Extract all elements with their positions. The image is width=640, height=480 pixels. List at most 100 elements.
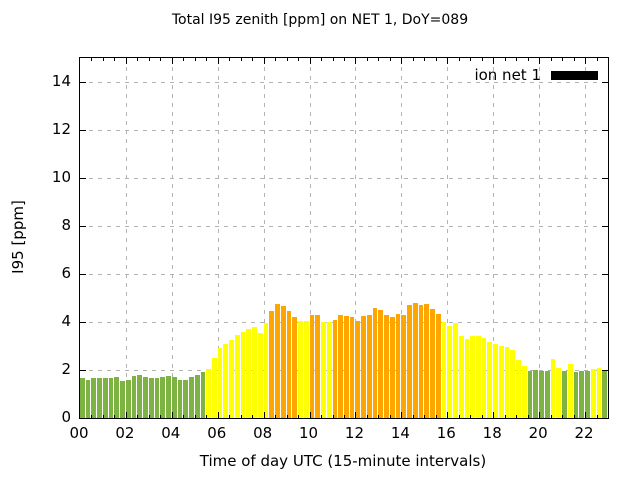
x-tick-mark <box>539 58 541 64</box>
bar <box>234 335 240 418</box>
x-tick-mark <box>160 58 162 61</box>
bar <box>458 336 464 418</box>
x-tick-mark <box>401 412 403 418</box>
y-tick-mark <box>602 274 608 275</box>
y-tick-mark <box>80 226 86 227</box>
bar <box>246 329 252 418</box>
bar <box>481 338 487 418</box>
x-tick-mark <box>481 415 483 418</box>
x-tick-mark <box>240 58 242 61</box>
x-tick-mark <box>573 58 575 61</box>
x-tick-mark <box>596 415 598 418</box>
bar <box>487 342 493 418</box>
bar <box>212 358 217 418</box>
x-tick-mark <box>504 415 506 418</box>
bar <box>315 315 321 418</box>
bar <box>539 371 544 418</box>
y-tick-label: 0 <box>61 408 71 426</box>
bar <box>510 350 516 418</box>
y-tick-label: 10 <box>51 168 71 186</box>
x-tick-mark <box>298 415 300 418</box>
bar <box>516 360 521 418</box>
bar <box>550 359 556 418</box>
x-tick-mark <box>206 58 208 61</box>
bar <box>596 368 602 418</box>
x-tick-label: 08 <box>253 424 273 442</box>
y-tick-label: 6 <box>61 264 71 282</box>
x-tick-mark <box>91 58 93 61</box>
bar <box>361 316 366 418</box>
x-tick-mark <box>458 58 460 61</box>
bar <box>378 310 384 418</box>
bar <box>602 370 607 418</box>
bar <box>355 321 361 418</box>
x-tick-mark <box>424 58 426 61</box>
bar <box>349 317 355 418</box>
x-tick-mark <box>321 415 323 418</box>
x-tick-mark <box>585 58 587 64</box>
x-tick-mark <box>596 58 598 61</box>
bar <box>476 336 481 418</box>
x-tick-mark <box>263 412 265 418</box>
x-axis-label: Time of day UTC (15-minute intervals) <box>199 452 487 470</box>
bar <box>435 314 441 418</box>
x-tick-mark <box>458 415 460 418</box>
bar <box>533 370 539 418</box>
grid-line-vertical <box>447 58 449 418</box>
x-tick-mark <box>332 415 334 418</box>
legend-swatch <box>551 70 598 80</box>
x-tick-mark <box>516 415 518 418</box>
bar <box>137 375 143 418</box>
x-tick-mark <box>91 415 93 418</box>
y-tick-mark <box>602 322 608 323</box>
bar <box>372 308 378 418</box>
x-tick-mark <box>332 58 334 61</box>
x-tick-mark <box>102 415 104 418</box>
x-tick-mark <box>447 412 449 418</box>
x-tick-label: 16 <box>436 424 456 442</box>
y-tick-label: 14 <box>51 72 71 90</box>
bar <box>263 323 269 418</box>
x-tick-mark <box>573 415 575 418</box>
x-tick-mark <box>263 58 265 64</box>
bar <box>447 326 453 418</box>
bar <box>441 322 447 418</box>
x-tick-label: 20 <box>528 424 548 442</box>
bar <box>229 340 234 418</box>
bar <box>166 376 171 418</box>
x-tick-mark <box>114 58 116 61</box>
bar <box>252 327 257 418</box>
x-tick-label: 12 <box>344 424 365 442</box>
bar <box>223 344 229 418</box>
grid-line-vertical <box>171 58 173 418</box>
bar <box>177 380 183 418</box>
x-tick-mark <box>171 412 173 418</box>
bar <box>114 377 120 418</box>
x-tick-mark <box>424 415 426 418</box>
x-tick-mark <box>366 58 368 61</box>
x-tick-mark <box>171 58 173 64</box>
x-tick-mark <box>412 58 414 61</box>
bar <box>275 304 280 418</box>
chart-title: Total I95 zenith [ppm] on NET 1, DoY=089 <box>171 12 469 28</box>
grid-line-horizontal <box>80 226 608 227</box>
x-tick-mark <box>585 412 587 418</box>
bar <box>418 305 424 418</box>
y-tick-mark <box>80 178 86 179</box>
bar <box>407 305 412 418</box>
bar <box>332 320 338 418</box>
legend: ion net 1 <box>474 66 598 84</box>
x-tick-mark <box>493 58 495 64</box>
y-axis-label: I95 [ppm] <box>9 200 27 274</box>
bar <box>160 377 166 418</box>
bar <box>280 306 286 418</box>
x-tick-mark <box>344 58 345 61</box>
x-tick-mark <box>562 415 564 418</box>
x-tick-label: 06 <box>207 424 227 442</box>
grid-line-vertical <box>401 58 403 418</box>
grid-line-vertical <box>493 58 495 418</box>
x-tick-mark <box>412 415 414 418</box>
y-tick-mark <box>80 322 86 323</box>
x-tick-mark <box>298 58 300 61</box>
x-tick-mark <box>470 58 472 61</box>
